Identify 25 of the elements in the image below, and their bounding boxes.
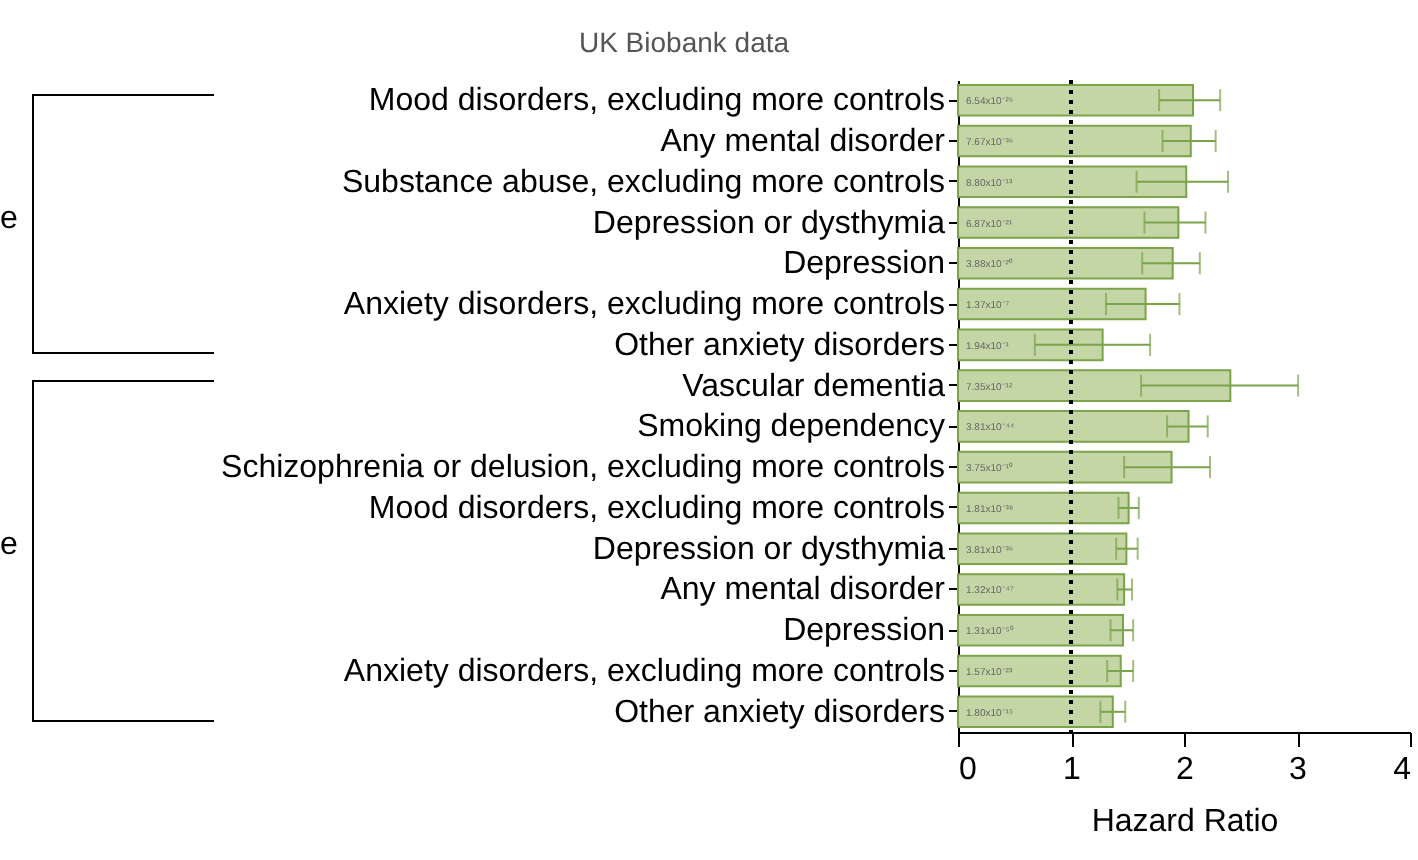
text: e bbox=[0, 528, 18, 565]
y-tick-label: Mood disorders, excluding more controls bbox=[368, 491, 945, 526]
text: UK Biobank data bbox=[578, 26, 790, 58]
y-tick-label: Any mental disorder bbox=[660, 124, 947, 159]
y-tick-label: Anxiety disorders, excluding more controls bbox=[343, 288, 945, 323]
y-tick-label: Depression bbox=[783, 614, 945, 649]
y-tick-label: Depression or dysthymia bbox=[592, 206, 946, 241]
x-tick-label: 1 bbox=[1063, 753, 1082, 787]
y-tick-label: Any mental disorder bbox=[660, 573, 947, 608]
y-tick-label: Substance abuse, excluding more controls bbox=[341, 165, 945, 200]
x-tick-label: 0 bbox=[959, 753, 977, 787]
y-tick-label: Other anxiety disorders bbox=[614, 695, 945, 730]
y-tick-label: Depression bbox=[783, 247, 945, 282]
x-tick-label: 3 bbox=[1289, 753, 1308, 787]
x-tick-label: 2 bbox=[1176, 753, 1195, 787]
y-tick-label: Vascular dementia bbox=[682, 369, 946, 404]
text: e bbox=[0, 202, 18, 239]
x-axis-title: Hazard Ratio bbox=[1091, 805, 1279, 839]
y-tick-label: Smoking dependency bbox=[637, 410, 945, 445]
y-tick-label: Other anxiety disorders bbox=[614, 328, 945, 363]
y-tick-label: Schizophrenia or delusion, excluding more controls bbox=[221, 451, 945, 486]
y-tick-label: Mood disorders, excluding more controls bbox=[368, 84, 945, 119]
y-tick-label: Anxiety disorders, excluding more controls bbox=[343, 655, 945, 690]
x-tick-label: 4 bbox=[1393, 753, 1412, 787]
y-tick-label: Depression or dysthymia bbox=[592, 532, 946, 567]
